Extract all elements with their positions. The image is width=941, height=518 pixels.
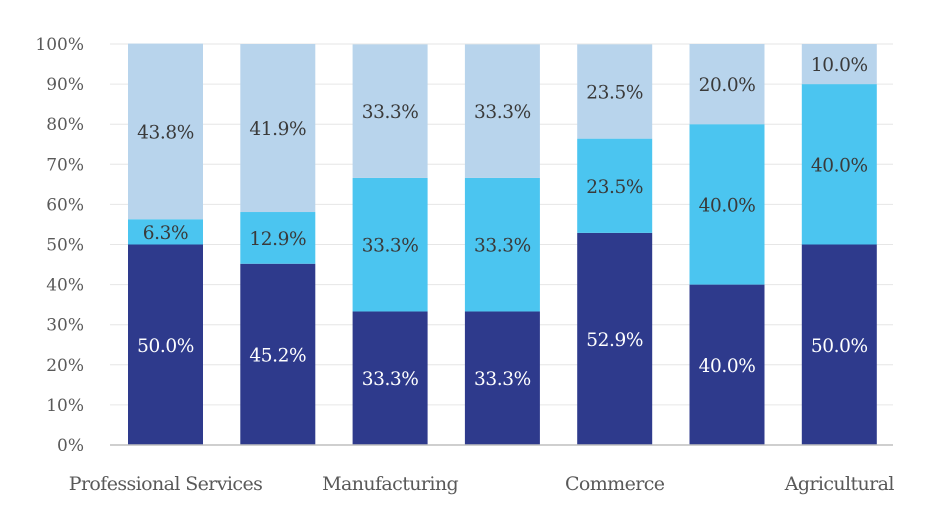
bar-segment bbox=[240, 263, 316, 445]
data-label: 52.9% bbox=[586, 330, 643, 351]
data-label: 6.3% bbox=[143, 223, 188, 244]
axes: 0% 10% 20% 30% 40% 50% 60% 70% 80% 90% 100% Profess… bbox=[35, 35, 895, 495]
x-category-label: Manufacturing bbox=[322, 473, 458, 495]
data-label: 33.3% bbox=[362, 236, 419, 257]
y-tick-label: 40% bbox=[46, 276, 84, 296]
bar-segment bbox=[240, 44, 316, 213]
data-label: 50.0% bbox=[811, 336, 868, 357]
data-label: 23.5% bbox=[586, 83, 643, 104]
bar-segment bbox=[577, 44, 653, 139]
bar-segment bbox=[352, 177, 428, 312]
data-label: 40.0% bbox=[699, 356, 756, 377]
bar-segment bbox=[128, 219, 203, 245]
bar-segment bbox=[801, 44, 877, 85]
data-label: 33.3% bbox=[362, 102, 419, 123]
data-label: 10.0% bbox=[811, 55, 868, 76]
bars bbox=[128, 43, 877, 445]
bar-segment bbox=[464, 44, 540, 178]
bar-segment bbox=[352, 44, 428, 178]
y-tick-label: 80% bbox=[46, 115, 84, 135]
bar-segment bbox=[689, 284, 765, 445]
data-label: 12.9% bbox=[249, 229, 306, 250]
bar-segment bbox=[128, 244, 203, 445]
y-tick-label: 0% bbox=[57, 436, 84, 456]
bar-segment bbox=[801, 84, 877, 245]
bar-segment bbox=[577, 138, 653, 233]
bar-segment bbox=[352, 311, 428, 445]
bar-segment bbox=[689, 44, 765, 125]
y-tick-label: 90% bbox=[46, 75, 84, 95]
data-label: 41.9% bbox=[249, 119, 306, 140]
y-tick-label: 20% bbox=[46, 356, 84, 376]
y-tick-label: 50% bbox=[46, 236, 84, 256]
data-label: 20.0% bbox=[699, 75, 756, 96]
x-category-label: Commerce bbox=[565, 473, 665, 495]
bar-segment bbox=[128, 43, 203, 220]
y-tick-label: 60% bbox=[46, 195, 84, 215]
bar-segment bbox=[464, 311, 540, 445]
data-label: 43.8% bbox=[137, 122, 194, 143]
y-tick-label: 70% bbox=[46, 155, 84, 175]
data-label: 33.3% bbox=[474, 102, 531, 123]
bar-segment bbox=[801, 244, 877, 445]
bar-segment bbox=[577, 232, 653, 445]
data-label: 50.0% bbox=[137, 336, 194, 357]
data-label: 40.0% bbox=[811, 155, 868, 176]
data-label: 33.3% bbox=[362, 369, 419, 390]
data-label: 33.3% bbox=[474, 236, 531, 257]
y-tick-label: 100% bbox=[35, 35, 84, 55]
data-label: 45.2% bbox=[249, 345, 306, 366]
bar-segment bbox=[240, 212, 316, 264]
data-label: 23.5% bbox=[586, 177, 643, 198]
data-label: 40.0% bbox=[699, 195, 756, 216]
x-category-label: Agricultural bbox=[784, 473, 895, 495]
data-label: 33.3% bbox=[474, 369, 531, 390]
y-tick-label: 10% bbox=[46, 396, 84, 416]
y-tick-label: 30% bbox=[46, 316, 84, 336]
data-labels: 50.0% 6.3% 43.8% 45.2% 12.9% 41.9% 33.3% 33.3% 3… bbox=[137, 55, 868, 390]
bar-segment bbox=[464, 177, 540, 312]
x-category-label: Professional Services bbox=[69, 473, 262, 495]
bar-segment bbox=[689, 124, 765, 285]
